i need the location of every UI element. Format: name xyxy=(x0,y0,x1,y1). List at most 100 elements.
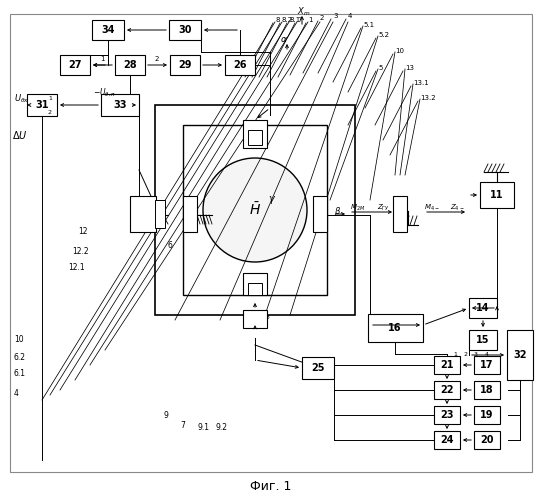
Text: 25: 25 xyxy=(311,363,325,373)
Bar xyxy=(469,298,497,318)
Text: 1: 1 xyxy=(100,56,105,62)
Bar xyxy=(313,196,327,232)
Bar xyxy=(243,120,267,148)
Text: 12: 12 xyxy=(78,228,87,236)
Text: $X_{m}$: $X_{m}$ xyxy=(297,6,311,18)
Text: 7: 7 xyxy=(297,17,301,23)
Text: 5: 5 xyxy=(378,65,382,71)
Text: 1: 1 xyxy=(48,96,52,100)
Text: 7: 7 xyxy=(180,420,185,430)
Bar xyxy=(243,310,267,328)
Text: 21: 21 xyxy=(440,360,454,370)
Text: $\bar{H}$: $\bar{H}$ xyxy=(249,202,261,218)
Text: 8: 8 xyxy=(275,17,280,23)
Bar xyxy=(155,200,165,228)
Text: 13: 13 xyxy=(405,65,414,71)
Bar xyxy=(243,273,267,295)
Text: 34: 34 xyxy=(101,25,115,35)
Text: 8.2: 8.2 xyxy=(282,17,293,23)
Text: 24: 24 xyxy=(440,435,454,445)
Text: 33: 33 xyxy=(113,100,127,110)
Text: 32: 32 xyxy=(513,350,527,360)
Bar xyxy=(115,55,145,75)
Bar xyxy=(434,406,460,424)
Text: 26: 26 xyxy=(233,60,247,70)
Bar xyxy=(393,196,407,232)
Text: 18: 18 xyxy=(480,385,494,395)
Text: $\alpha$: $\alpha$ xyxy=(280,36,288,44)
Text: 23: 23 xyxy=(440,410,454,420)
Bar xyxy=(130,196,156,232)
Text: 6.2: 6.2 xyxy=(14,354,26,362)
Bar xyxy=(169,20,201,40)
Text: 12.2: 12.2 xyxy=(72,248,89,256)
Text: $\beta$: $\beta$ xyxy=(334,206,341,218)
Text: $Z_{\Gamma У}$: $Z_{\Gamma У}$ xyxy=(377,203,390,213)
Text: 1: 1 xyxy=(453,352,457,356)
Text: $-U_{\theta,\pi}$: $-U_{\theta,\pi}$ xyxy=(93,87,117,99)
Text: 5.1: 5.1 xyxy=(363,22,374,28)
Bar xyxy=(434,356,460,374)
Text: 14: 14 xyxy=(476,303,490,313)
Text: Фиг. 1: Фиг. 1 xyxy=(250,480,292,494)
Bar xyxy=(507,330,533,380)
Text: 19: 19 xyxy=(480,410,494,420)
Bar xyxy=(92,20,124,40)
Text: 9: 9 xyxy=(163,410,168,420)
Text: 9.2: 9.2 xyxy=(215,424,227,432)
Text: $M_{2M}$: $M_{2M}$ xyxy=(350,203,365,213)
Bar xyxy=(248,130,262,145)
Bar xyxy=(367,314,423,342)
Text: 10: 10 xyxy=(14,336,24,344)
Bar xyxy=(434,381,460,399)
Bar xyxy=(60,55,90,75)
Text: 2: 2 xyxy=(48,110,52,114)
Text: 10: 10 xyxy=(395,48,404,54)
Bar xyxy=(469,330,497,350)
Text: 30: 30 xyxy=(178,25,192,35)
Bar xyxy=(183,196,197,232)
Text: 13.2: 13.2 xyxy=(420,95,436,101)
Text: $\gamma$: $\gamma$ xyxy=(268,194,276,206)
Text: 28: 28 xyxy=(123,60,137,70)
Text: 1: 1 xyxy=(308,17,313,23)
Text: $M_\beta$: $M_\beta$ xyxy=(258,310,271,322)
Text: 8.1: 8.1 xyxy=(289,17,300,23)
Bar xyxy=(474,406,500,424)
Text: 6.1: 6.1 xyxy=(14,370,26,378)
Text: 2: 2 xyxy=(320,15,324,21)
Text: 15: 15 xyxy=(476,335,490,345)
Text: 12.1: 12.1 xyxy=(68,264,85,272)
Text: 27: 27 xyxy=(68,60,82,70)
Text: 29: 29 xyxy=(178,60,192,70)
Text: 11: 11 xyxy=(491,190,504,200)
Bar xyxy=(155,105,355,315)
Text: 16: 16 xyxy=(388,323,402,333)
Text: 2: 2 xyxy=(155,56,159,62)
Text: 20: 20 xyxy=(480,435,494,445)
Text: 22: 22 xyxy=(440,385,454,395)
Circle shape xyxy=(203,158,307,262)
Text: 3: 3 xyxy=(474,352,478,356)
Bar xyxy=(434,431,460,449)
Bar xyxy=(183,125,327,295)
Bar xyxy=(480,182,514,208)
Bar xyxy=(474,356,500,374)
Text: 4: 4 xyxy=(348,13,352,19)
Text: 31: 31 xyxy=(35,100,49,110)
Bar xyxy=(101,94,139,116)
Bar xyxy=(225,55,255,75)
Text: 4: 4 xyxy=(14,388,19,398)
Text: 17: 17 xyxy=(480,360,494,370)
Text: $Z_{4-}$: $Z_{4-}$ xyxy=(450,203,464,213)
Text: $\Delta U$: $\Delta U$ xyxy=(12,129,28,141)
Text: $M_{4-}$: $M_{4-}$ xyxy=(424,203,440,213)
Bar xyxy=(248,283,262,295)
Bar xyxy=(27,94,57,116)
Bar xyxy=(474,381,500,399)
Bar xyxy=(474,431,500,449)
Text: 6: 6 xyxy=(168,240,173,250)
Text: 4: 4 xyxy=(485,352,489,356)
Bar xyxy=(170,55,200,75)
Text: $U_{\theta x}$: $U_{\theta x}$ xyxy=(14,93,29,106)
